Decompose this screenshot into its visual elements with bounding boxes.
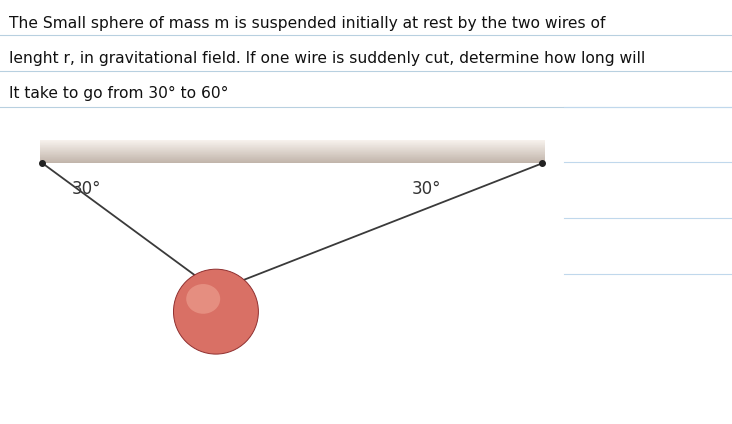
Text: It take to go from 30° to 60°: It take to go from 30° to 60°: [9, 86, 228, 101]
Text: lenght r, in gravitational field. If one wire is suddenly cut, determine how lon: lenght r, in gravitational field. If one…: [9, 51, 645, 66]
Text: 30°: 30°: [72, 180, 101, 198]
Ellipse shape: [186, 284, 220, 314]
Text: The Small sphere of mass m is suspended initially at rest by the two wires of: The Small sphere of mass m is suspended …: [9, 16, 605, 31]
Ellipse shape: [178, 280, 254, 348]
Text: 30°: 30°: [411, 180, 441, 198]
Ellipse shape: [173, 269, 258, 354]
